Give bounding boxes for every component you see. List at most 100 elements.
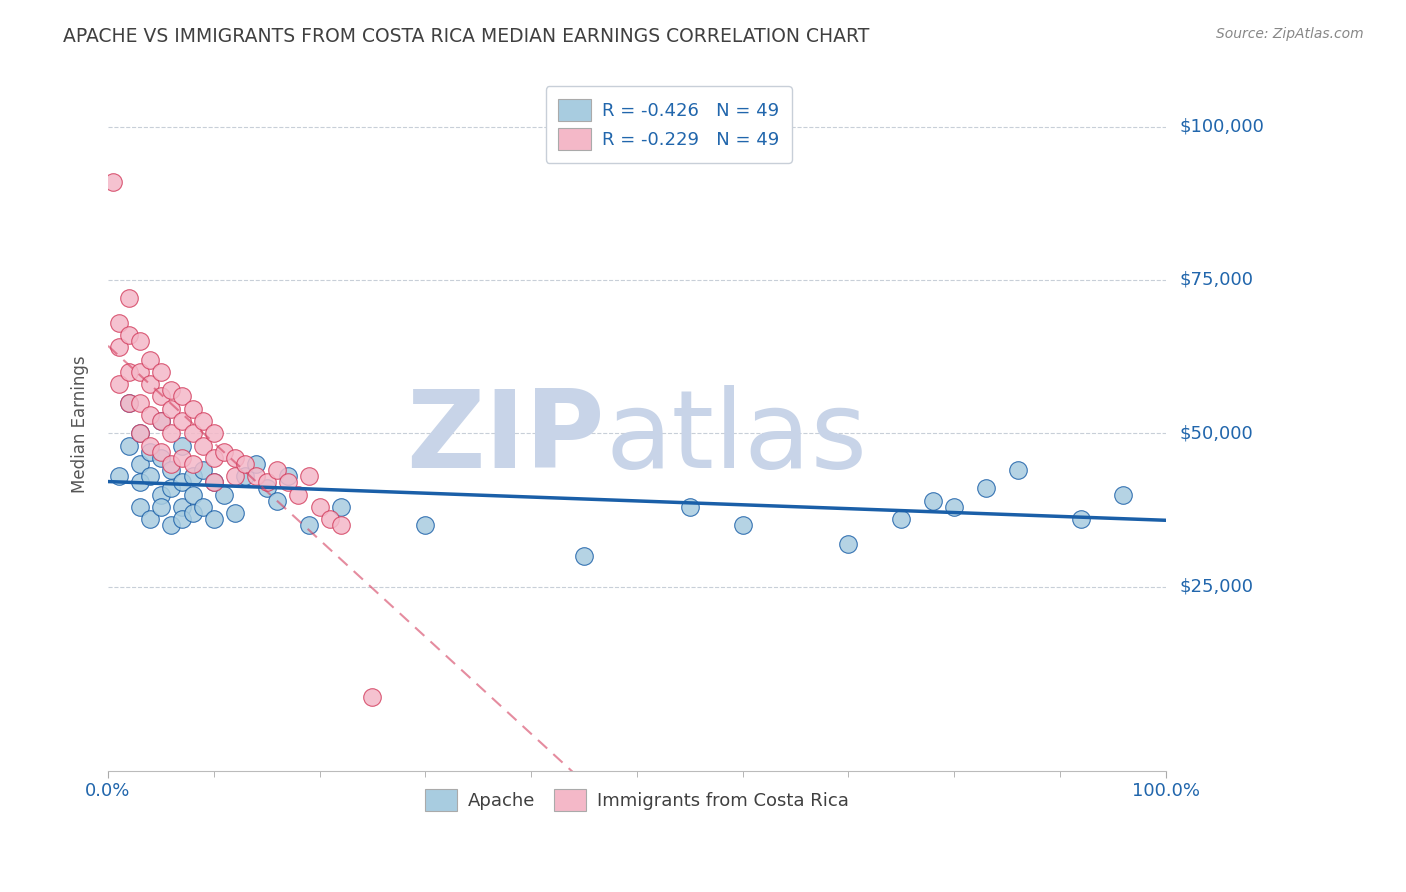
Point <box>139 469 162 483</box>
Point <box>107 340 129 354</box>
Point <box>181 469 204 483</box>
Point <box>160 426 183 441</box>
Point <box>149 500 172 514</box>
Point <box>1112 488 1135 502</box>
Point <box>128 365 150 379</box>
Point <box>118 438 141 452</box>
Point <box>319 512 342 526</box>
Point <box>235 469 257 483</box>
Point <box>170 475 193 490</box>
Point <box>731 518 754 533</box>
Point <box>181 426 204 441</box>
Point <box>943 500 966 514</box>
Point <box>361 690 384 704</box>
Point <box>118 395 141 409</box>
Point <box>149 414 172 428</box>
Point <box>118 328 141 343</box>
Point <box>193 414 215 428</box>
Point <box>837 537 859 551</box>
Text: Source: ZipAtlas.com: Source: ZipAtlas.com <box>1216 27 1364 41</box>
Point <box>149 365 172 379</box>
Point <box>193 463 215 477</box>
Point <box>128 426 150 441</box>
Point <box>224 450 246 465</box>
Point <box>160 457 183 471</box>
Point <box>224 469 246 483</box>
Point <box>107 316 129 330</box>
Point <box>170 438 193 452</box>
Point <box>202 475 225 490</box>
Text: atlas: atlas <box>605 385 868 491</box>
Point <box>329 518 352 533</box>
Point <box>139 512 162 526</box>
Point <box>139 444 162 458</box>
Point <box>1070 512 1092 526</box>
Point <box>160 518 183 533</box>
Point <box>277 475 299 490</box>
Point <box>128 457 150 471</box>
Point <box>103 175 125 189</box>
Text: $75,000: $75,000 <box>1180 271 1254 289</box>
Point <box>149 450 172 465</box>
Point <box>128 334 150 349</box>
Point <box>149 414 172 428</box>
Point <box>170 512 193 526</box>
Point <box>413 518 436 533</box>
Text: ZIP: ZIP <box>406 385 605 491</box>
Point <box>202 475 225 490</box>
Point <box>202 426 225 441</box>
Point <box>139 377 162 392</box>
Point <box>277 469 299 483</box>
Point <box>256 475 278 490</box>
Point <box>160 463 183 477</box>
Point <box>214 488 236 502</box>
Point <box>149 444 172 458</box>
Y-axis label: Median Earnings: Median Earnings <box>72 355 89 493</box>
Point <box>160 401 183 416</box>
Point <box>149 488 172 502</box>
Text: $50,000: $50,000 <box>1180 425 1253 442</box>
Point <box>118 291 141 305</box>
Point <box>181 488 204 502</box>
Point <box>329 500 352 514</box>
Point <box>266 493 288 508</box>
Point <box>118 365 141 379</box>
Point <box>170 414 193 428</box>
Point <box>139 408 162 422</box>
Point <box>202 450 225 465</box>
Text: APACHE VS IMMIGRANTS FROM COSTA RICA MEDIAN EARNINGS CORRELATION CHART: APACHE VS IMMIGRANTS FROM COSTA RICA MED… <box>63 27 870 45</box>
Legend: Apache, Immigrants from Costa Rica: Apache, Immigrants from Costa Rica <box>412 777 862 824</box>
Point <box>193 438 215 452</box>
Point <box>160 482 183 496</box>
Point <box>128 500 150 514</box>
Point <box>128 475 150 490</box>
Point <box>1007 463 1029 477</box>
Point <box>922 493 945 508</box>
Point <box>308 500 330 514</box>
Point <box>181 506 204 520</box>
Point <box>256 482 278 496</box>
Point <box>679 500 702 514</box>
Point <box>139 352 162 367</box>
Point <box>107 469 129 483</box>
Point <box>287 488 309 502</box>
Point <box>181 401 204 416</box>
Point <box>572 549 595 563</box>
Point <box>181 457 204 471</box>
Point <box>149 389 172 403</box>
Point <box>974 482 997 496</box>
Point <box>245 457 267 471</box>
Point <box>139 438 162 452</box>
Point <box>107 377 129 392</box>
Point <box>245 469 267 483</box>
Text: $25,000: $25,000 <box>1180 578 1254 596</box>
Point <box>128 426 150 441</box>
Point <box>202 512 225 526</box>
Point <box>266 463 288 477</box>
Point <box>170 500 193 514</box>
Point <box>170 450 193 465</box>
Point <box>890 512 912 526</box>
Text: $100,000: $100,000 <box>1180 118 1264 136</box>
Point <box>118 395 141 409</box>
Point <box>193 500 215 514</box>
